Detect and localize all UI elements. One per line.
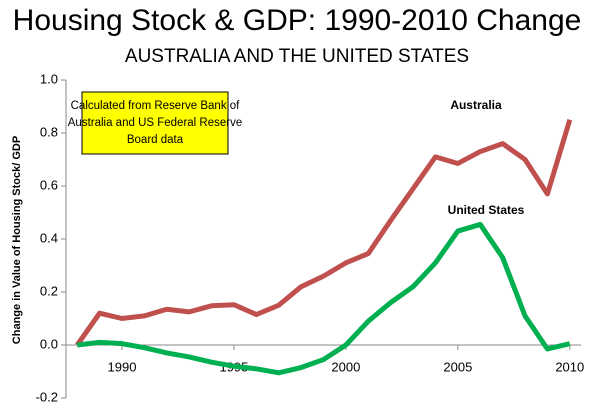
annotation-text: Calculated from Reserve Bank of [71, 100, 241, 112]
y-tick-label: 1.0 [40, 71, 58, 86]
y-tick-label: 0.0 [40, 336, 58, 351]
x-tick-label: 2005 [443, 359, 472, 374]
y-tick-label: 0.4 [40, 230, 58, 245]
annotation-text: Board data [127, 134, 184, 146]
y-tick-label: 0.6 [40, 177, 58, 192]
chart-subtitle: AUSTRALIA AND THE UNITED STATES [125, 46, 469, 67]
x-tick-label: 2000 [331, 359, 360, 374]
series-line [75, 119, 573, 347]
series-line [76, 221, 571, 376]
x-tick-label: 2010 [555, 359, 584, 374]
series-label: United States [448, 203, 525, 217]
y-axis-label: Change in Value of Housing Stock/ GDP [11, 136, 23, 344]
annotation-text: Australia and US Federal Reserve [68, 117, 243, 129]
chart-title: Housing Stock & GDP: 1990-2010 Change [13, 4, 582, 37]
annotation-box [81, 91, 229, 155]
y-tick-label: 0.2 [40, 283, 58, 298]
x-tick-label: 1990 [108, 359, 137, 374]
series-label: Australia [450, 98, 502, 112]
y-tick-label: 0.8 [40, 124, 58, 139]
y-tick-label: -0.2 [36, 389, 58, 404]
